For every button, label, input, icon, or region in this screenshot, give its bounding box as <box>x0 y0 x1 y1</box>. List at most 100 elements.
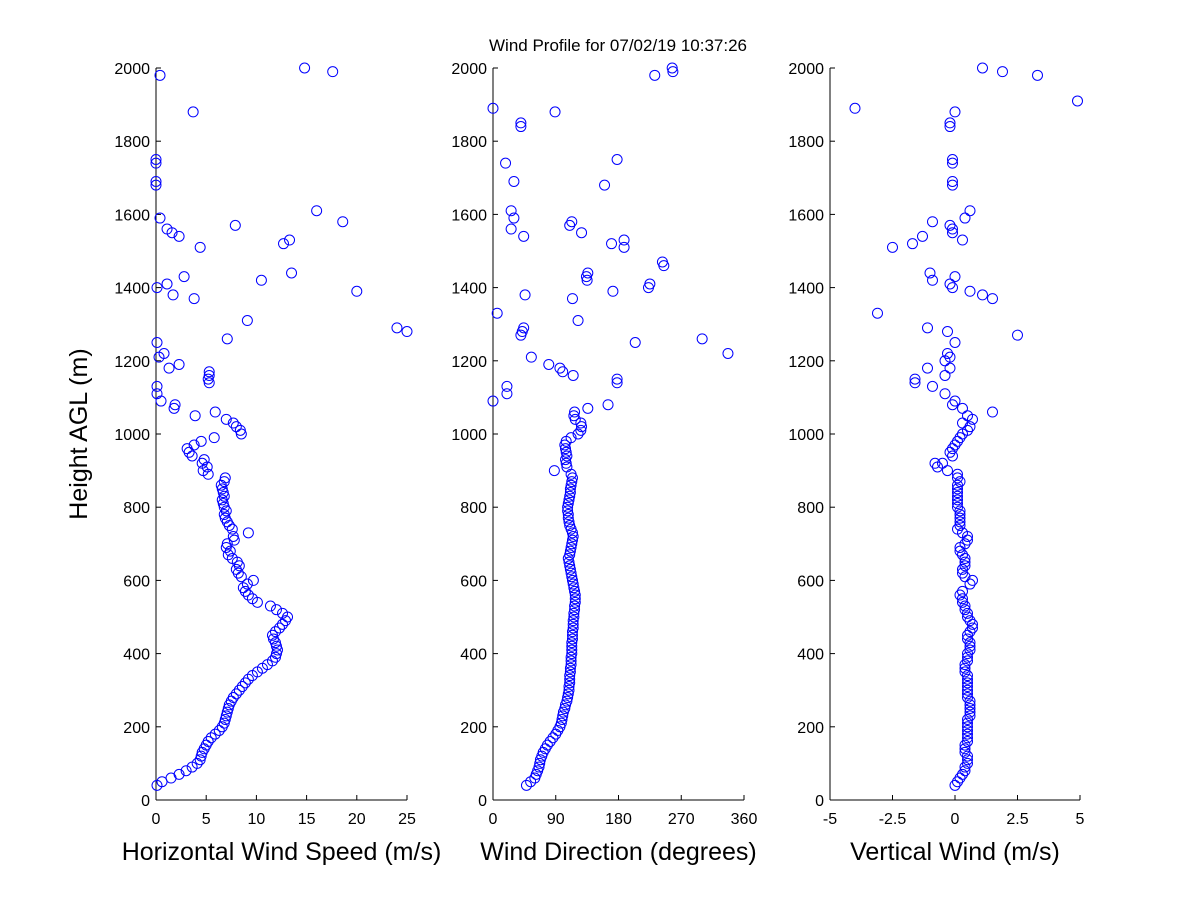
y-tick-label: 800 <box>123 500 150 517</box>
data-point <box>939 369 951 381</box>
data-point <box>491 307 503 319</box>
data-point <box>959 659 971 671</box>
data-point <box>560 457 572 469</box>
data-point <box>977 289 988 301</box>
data-point <box>957 402 968 414</box>
data-point <box>962 534 973 546</box>
data-point <box>947 179 958 191</box>
y-tick-label: 0 <box>141 793 150 810</box>
data-point <box>962 721 973 733</box>
data-point <box>501 388 513 400</box>
data-point <box>246 593 258 605</box>
y-tick-label: 400 <box>460 647 487 664</box>
data-point <box>952 498 963 510</box>
data-point <box>606 238 618 250</box>
data-point <box>957 417 968 429</box>
y-tick-label: 600 <box>123 573 150 590</box>
data-point <box>548 465 560 477</box>
data-point <box>949 106 961 118</box>
data-point <box>959 604 971 616</box>
data-point <box>566 644 578 656</box>
data-point <box>952 776 963 788</box>
data-point <box>561 450 573 462</box>
data-point <box>582 402 594 414</box>
y-tick-label: 600 <box>460 573 487 590</box>
data-point <box>952 490 963 502</box>
data-point <box>391 322 403 334</box>
data-point <box>952 487 963 499</box>
data-point <box>277 607 289 619</box>
data-point <box>203 366 215 378</box>
data-point <box>922 362 933 374</box>
data-point <box>189 410 201 422</box>
data-point <box>564 549 576 561</box>
data-point <box>562 498 574 510</box>
data-point <box>203 369 215 381</box>
data-point <box>186 450 198 462</box>
data-points <box>150 62 413 791</box>
data-point <box>565 651 577 663</box>
data-point <box>959 666 971 678</box>
data-point <box>566 626 578 638</box>
data-point <box>962 724 973 736</box>
data-point <box>952 479 963 491</box>
data-point <box>962 750 973 762</box>
data-point <box>221 538 233 550</box>
data-point <box>947 282 958 294</box>
data-point <box>565 479 577 491</box>
data-point <box>566 538 578 550</box>
data-point <box>247 574 259 586</box>
data-point <box>525 776 537 788</box>
data-point <box>567 369 579 381</box>
data-point <box>563 681 575 693</box>
data-point <box>515 121 527 133</box>
x-tick-label: 15 <box>298 811 316 828</box>
data-point <box>242 589 254 601</box>
data-point <box>576 227 588 239</box>
data-point <box>954 476 966 488</box>
data-point <box>952 494 963 506</box>
data-points <box>487 62 734 791</box>
data-point <box>964 703 976 714</box>
data-point <box>277 618 289 630</box>
data-point <box>561 695 573 707</box>
data-point <box>241 315 253 327</box>
data-point <box>151 337 163 348</box>
data-point <box>564 677 576 689</box>
data-point <box>962 670 973 682</box>
data-point <box>569 593 581 605</box>
y-tick-label: 0 <box>478 793 487 810</box>
data-point <box>197 465 209 477</box>
data-point <box>952 483 963 495</box>
data-point <box>564 545 576 557</box>
x-axis-label: Vertical Wind (m/s) <box>850 838 1060 866</box>
data-point <box>567 578 579 590</box>
data-point <box>560 446 572 458</box>
data-point <box>561 461 573 473</box>
data-point <box>618 241 630 253</box>
data-point <box>163 362 175 374</box>
data-point <box>209 728 221 740</box>
data-point <box>173 230 185 242</box>
data-point <box>566 571 578 583</box>
x-tick-label: 5 <box>202 811 211 828</box>
data-point <box>564 563 576 575</box>
y-tick-label: 200 <box>460 720 487 737</box>
data-point <box>161 223 173 235</box>
data-point <box>872 307 883 319</box>
data-point <box>554 362 566 374</box>
data-point <box>977 62 988 74</box>
data-point <box>566 637 578 649</box>
data-point <box>957 234 968 246</box>
data-point <box>569 600 581 612</box>
data-point <box>962 681 973 693</box>
data-point <box>964 285 976 297</box>
x-tick-label: 2.5 <box>1006 811 1028 828</box>
data-point <box>947 450 958 462</box>
data-point <box>543 358 555 370</box>
y-tick-label: 400 <box>123 647 150 664</box>
data-point <box>964 695 976 707</box>
data-point <box>954 432 966 444</box>
data-point <box>949 395 961 407</box>
x-tick-label: 360 <box>731 811 758 828</box>
